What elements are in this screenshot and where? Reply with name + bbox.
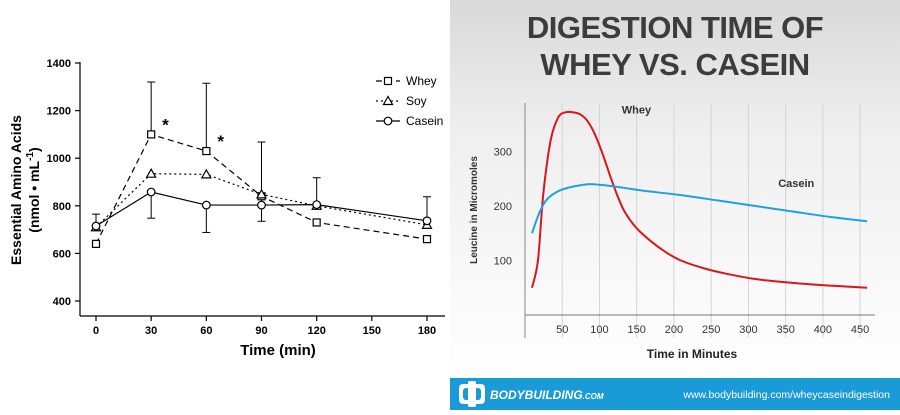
r-x-tick-label: 450 (851, 324, 869, 336)
x-tick-label: 150 (363, 325, 381, 337)
r-series-labels: Whey Casein (622, 104, 815, 190)
series-lines (95, 133, 428, 245)
r-x-tick-label: 150 (628, 324, 646, 336)
soy-point (200, 168, 212, 179)
y-axis-unit-superscript: -1 (25, 152, 36, 161)
y-axis-title-unit: (nmol • mL-1) (25, 147, 42, 232)
x-tick-label: 120 (307, 325, 325, 337)
legend: Whey Soy Casein (376, 74, 443, 128)
r-y-axis-title: Leucine in Micromoles (469, 156, 480, 264)
legend-soy-label: Soy (406, 94, 427, 108)
soy-point (145, 167, 157, 178)
casein-series-line (95, 191, 428, 227)
legend-whey-marker (383, 76, 393, 86)
footer-brand-suffix: .COM (583, 392, 604, 401)
whey-point (312, 218, 321, 227)
r-y-tick-label: 300 (494, 147, 512, 159)
r-x-tick-label: 250 (702, 324, 720, 336)
r-y-tick-label: 200 (494, 201, 512, 213)
footer-bar (450, 378, 900, 410)
x-tick-label: 30 (145, 325, 157, 337)
casein-point (91, 221, 101, 231)
whey-curve-label: Whey (622, 104, 652, 116)
x-tick-label: 90 (255, 325, 267, 337)
y-axis-ticks: 400 600 800 1000 1200 1400 (47, 58, 80, 308)
significance-marker: * (217, 132, 224, 151)
casein-point (257, 200, 266, 210)
digestion-chart: DIGESTION TIME OF WHEY VS. CASEIN Leucin… (450, 0, 900, 410)
casein-digestion-curve (531, 183, 868, 234)
y-tick-label: 800 (53, 201, 71, 213)
r-x-axis-title: Time in Minutes (647, 347, 738, 361)
significance-annotations: ** (162, 115, 224, 151)
y-tick-label: 1400 (47, 58, 71, 70)
r-y-axis-ticks: 100 200 300 (494, 147, 512, 268)
legend-casein-marker (383, 116, 393, 126)
x-tick-label: 0 (93, 325, 99, 337)
y-tick-label: 1000 (47, 153, 71, 165)
significance-marker: * (162, 115, 169, 134)
error-bars (92, 81, 431, 233)
y-axis-unit-text: (nmol • mL (26, 160, 42, 232)
r-x-tick-label: 400 (814, 324, 832, 336)
x-axis-title: Time (min) (240, 342, 316, 359)
series-markers (90, 130, 433, 248)
y-axis-title-main-wrap: Essential Amino Acids (8, 115, 24, 265)
y-axis-title-unit-wrap: (nmol • mL-1) (25, 147, 42, 232)
soy-point (255, 188, 268, 199)
r-x-tick-label: 200 (665, 324, 683, 336)
y-tick-label: 1200 (47, 106, 71, 118)
digestion-infographic-panel: DIGESTION TIME OF WHEY VS. CASEIN Leucin… (450, 0, 900, 410)
y-tick-label: 600 (53, 248, 71, 260)
casein-curve-label: Casein (778, 178, 814, 190)
infographic-title-line2: WHEY VS. CASEIN (540, 47, 809, 82)
casein-point (312, 200, 322, 210)
x-axis-ticks: 0 30 60 90 120 150 180 (93, 316, 436, 337)
footer-url[interactable]: www.bodybuilding.com/wheycaseindigestion (682, 389, 890, 401)
legend-whey-label: Whey (406, 74, 437, 88)
r-x-tick-label: 100 (590, 324, 608, 336)
x-tick-label: 60 (200, 325, 212, 337)
soy-series-line (95, 173, 428, 228)
whey-point (422, 235, 432, 244)
whey-point (147, 130, 156, 139)
r-y-tick-label: 100 (494, 256, 512, 268)
footer-brand[interactable]: BODYBUILDING.COM (490, 388, 604, 402)
infographic-title-line1: DIGESTION TIME OF (527, 10, 823, 45)
casein-point (146, 187, 156, 197)
whey-point (91, 239, 101, 248)
amino-acid-chart-panel: Essential Amino Acids (nmol • mL-1) 400 6… (0, 0, 450, 410)
casein-point (201, 200, 211, 210)
footer-brand-name: BODYBUILDING (490, 388, 583, 402)
y-axis-title-main: Essential Amino Acids (8, 115, 24, 265)
bodybuilding-logo-icon (459, 381, 485, 407)
y-tick-label: 400 (53, 296, 71, 308)
whey-point (202, 146, 211, 156)
r-x-tick-label: 50 (556, 324, 568, 336)
r-x-axis-ticks: 50 100 150 200 250 300 350 400 450 (556, 324, 869, 336)
whey-digestion-curve (531, 110, 868, 289)
y-axis-unit-close: ) (26, 147, 42, 152)
legend-soy-marker (382, 95, 394, 106)
casein-point (422, 216, 432, 226)
x-tick-label: 180 (418, 325, 436, 337)
r-series-lines (531, 110, 868, 289)
legend-casein-label: Casein (406, 114, 443, 128)
amino-acid-chart: Essential Amino Acids (nmol • mL-1) 400 6… (8, 58, 445, 359)
whey-series-line (95, 133, 428, 245)
r-y-axis-title-wrap: Leucine in Micromoles (469, 156, 480, 264)
r-x-tick-label: 350 (776, 324, 794, 336)
r-x-tick-label: 300 (739, 324, 757, 336)
